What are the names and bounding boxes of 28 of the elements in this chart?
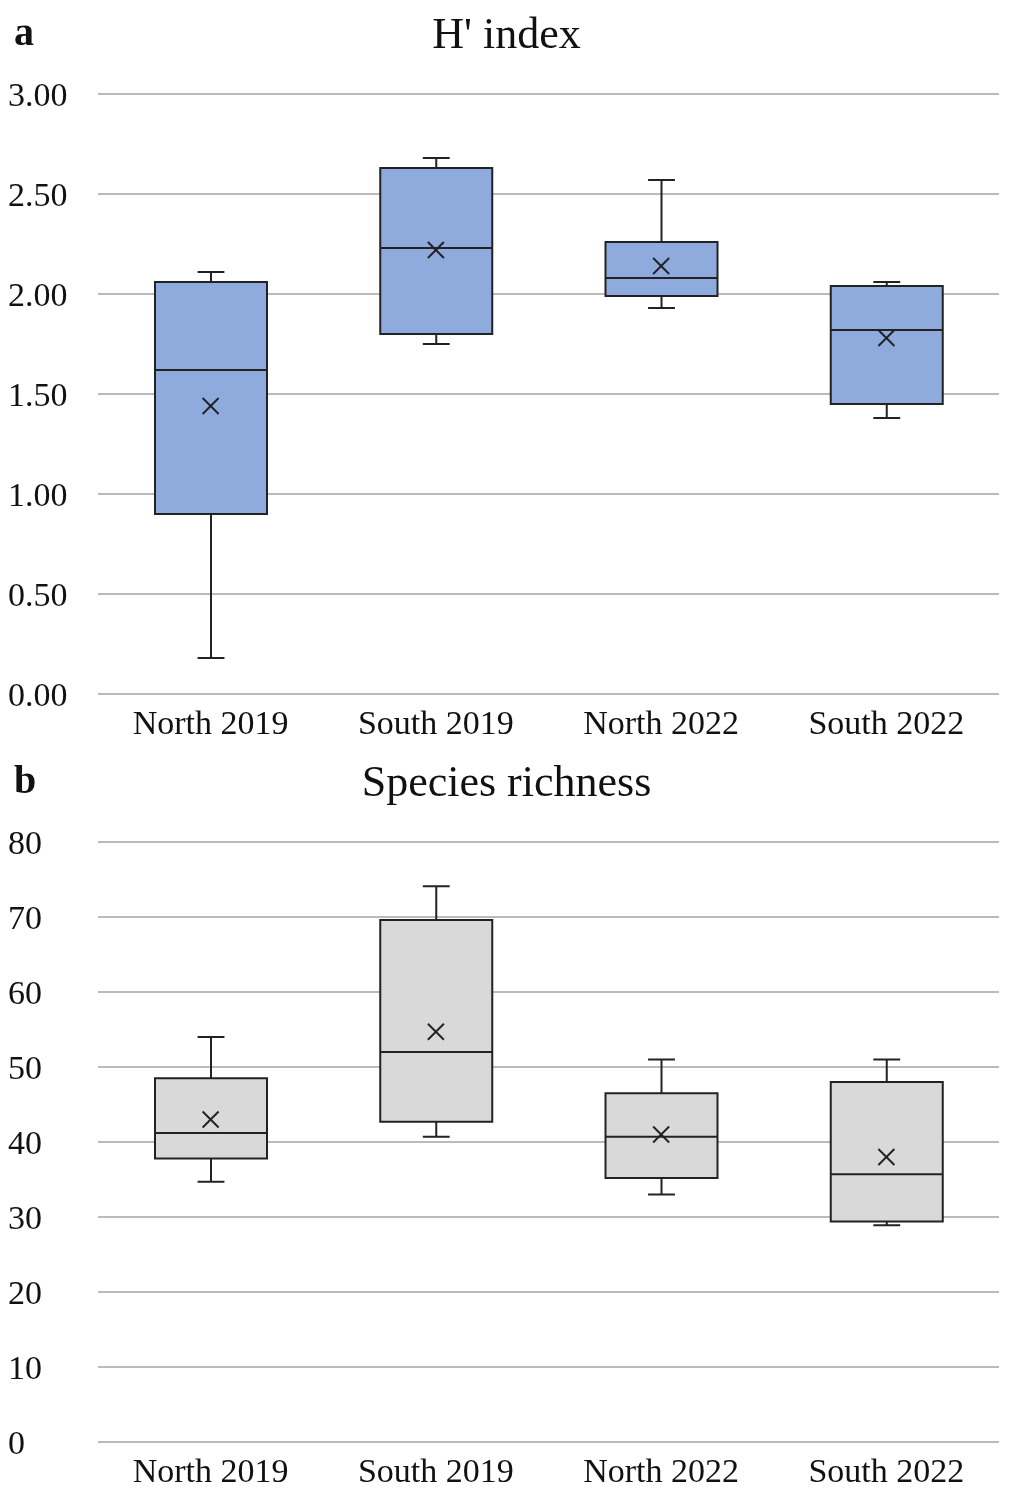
y-tick-label: 60 (8, 974, 42, 1012)
y-tick-label: 40 (8, 1124, 42, 1162)
x-tick-label: North 2022 (583, 1452, 740, 1490)
x-tick-label: North 2019 (132, 704, 289, 742)
y-tick-label: 0 (8, 1424, 25, 1462)
y-tick-label: 2.50 (8, 176, 68, 214)
y-tick-label: 20 (8, 1274, 42, 1312)
y-tick-label: 0.50 (8, 576, 68, 614)
y-tick-label: 30 (8, 1199, 42, 1237)
y-tick-label: 70 (8, 899, 42, 937)
y-tick-label: 1.00 (8, 476, 68, 514)
y-tick-label: 10 (8, 1349, 42, 1387)
chart-title: Species richness (361, 757, 652, 806)
y-tick-label: 2.00 (8, 276, 68, 314)
chart-title: H' index (432, 9, 581, 58)
y-tick-label: 3.00 (8, 76, 68, 114)
x-tick-label: North 2019 (132, 1452, 289, 1490)
y-tick-label: 1.50 (8, 376, 68, 414)
text: a (14, 8, 34, 55)
x-tick-label: South 2022 (808, 1452, 965, 1490)
y-tick-label: 50 (8, 1049, 42, 1087)
y-tick-label: 0.00 (8, 676, 68, 714)
x-tick-label: South 2019 (357, 1452, 514, 1490)
x-tick-label: South 2022 (808, 704, 965, 742)
x-tick-label: North 2022 (583, 704, 740, 742)
text: b (14, 756, 37, 803)
y-tick-label: 80 (8, 824, 42, 862)
x-tick-label: South 2019 (357, 704, 514, 742)
